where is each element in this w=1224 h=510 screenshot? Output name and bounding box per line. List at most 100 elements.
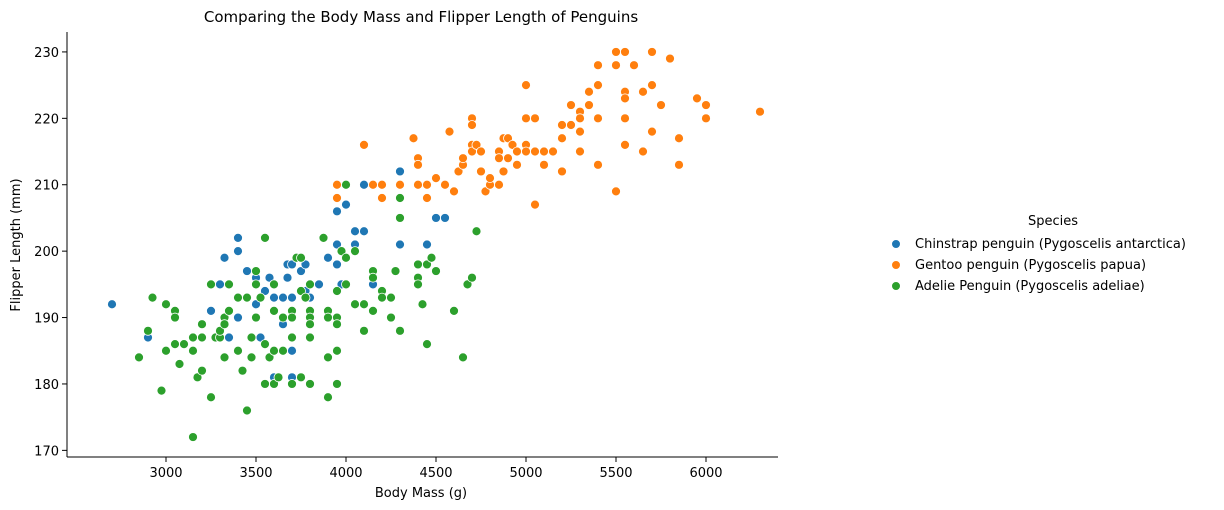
data-point-adelie [156, 385, 167, 396]
y-axis-ticks: 170 180 190 200 210 220 230 [34, 46, 67, 459]
data-point-gentoo [408, 133, 419, 144]
legend-marker-chinstrap [891, 239, 901, 249]
data-point-chinstrap [350, 226, 360, 237]
data-point-gentoo [575, 146, 585, 157]
legend-label-chinstrap: Chinstrap penguin (Pygoscelis antarctica… [915, 236, 1186, 252]
data-point-adelie [269, 279, 279, 290]
y-tick-label: 210 [34, 179, 59, 194]
data-point-adelie [143, 325, 153, 336]
data-point-gentoo [503, 153, 513, 164]
data-point-adelie [251, 312, 261, 323]
data-point-adelie [278, 345, 288, 356]
chart-title: Comparing the Body Mass and Flipper Leng… [204, 8, 638, 26]
data-point-adelie [147, 292, 158, 303]
data-point-chinstrap [359, 179, 369, 190]
data-point-gentoo [593, 113, 603, 124]
data-point-adelie [161, 345, 171, 356]
data-point-gentoo [575, 126, 585, 137]
data-point-chinstrap [395, 239, 405, 250]
x-tick-label: 4500 [419, 466, 452, 481]
data-point-chinstrap [341, 199, 351, 210]
data-point-adelie [206, 279, 216, 290]
x-axis-label: Body Mass (g) [375, 486, 467, 501]
data-point-adelie [269, 345, 279, 356]
data-point-gentoo [530, 146, 540, 157]
data-point-gentoo [422, 193, 432, 203]
data-point-gentoo [557, 166, 567, 177]
data-point-adelie [341, 179, 351, 190]
data-point-adelie [368, 272, 378, 283]
data-point-adelie [359, 299, 369, 310]
data-point-gentoo [467, 120, 477, 130]
data-point-adelie [134, 352, 144, 363]
data-point-adelie [206, 392, 216, 403]
data-point-adelie [237, 365, 248, 376]
x-tick-label: 3000 [149, 466, 182, 481]
data-point-adelie [462, 279, 473, 290]
data-point-adelie [264, 352, 275, 363]
data-point-gentoo [422, 179, 432, 190]
data-point-gentoo [521, 80, 531, 91]
data-point-gentoo [566, 120, 576, 130]
data-point-adelie [273, 372, 284, 383]
data-point-gentoo [332, 193, 342, 203]
legend-title: Species [1027, 214, 1079, 229]
data-point-chinstrap [224, 332, 234, 343]
data-point-chinstrap [269, 292, 279, 303]
data-point-chinstrap [219, 252, 230, 263]
data-point-chinstrap [332, 259, 342, 270]
data-point-chinstrap [296, 266, 306, 276]
data-points [107, 47, 765, 442]
data-point-gentoo [539, 146, 549, 157]
data-point-adelie [467, 272, 477, 283]
data-point-adelie [170, 339, 180, 350]
data-point-adelie [242, 292, 252, 303]
data-point-gentoo [548, 146, 558, 157]
data-point-adelie [233, 345, 243, 356]
data-point-adelie [260, 379, 270, 389]
data-point-adelie [350, 246, 360, 257]
data-point-adelie [323, 352, 333, 363]
data-point-adelie [332, 379, 342, 389]
data-point-chinstrap [251, 299, 261, 310]
data-point-adelie [287, 332, 297, 343]
data-point-adelie [413, 279, 423, 290]
x-tick-label: 5500 [599, 466, 632, 481]
data-point-gentoo [395, 179, 405, 190]
y-tick-label: 180 [34, 378, 59, 393]
data-point-gentoo [674, 133, 684, 144]
data-point-gentoo [620, 47, 630, 57]
data-point-adelie [471, 226, 482, 237]
data-point-adelie [246, 352, 257, 363]
data-point-adelie [188, 332, 198, 343]
data-point-adelie [233, 292, 243, 303]
data-point-gentoo [521, 146, 531, 157]
data-point-adelie [449, 306, 459, 316]
data-point-adelie [246, 332, 257, 343]
data-point-gentoo [566, 100, 576, 110]
data-point-gentoo [620, 139, 630, 150]
data-point-adelie [341, 252, 351, 263]
data-point-adelie [174, 359, 185, 369]
data-point-adelie [458, 352, 468, 363]
x-tick-label: 4000 [329, 466, 362, 481]
data-point-gentoo [656, 100, 666, 110]
data-point-adelie [359, 325, 369, 336]
data-point-gentoo [476, 146, 486, 157]
data-point-gentoo [431, 173, 441, 183]
data-point-gentoo [471, 139, 482, 150]
data-point-gentoo [593, 159, 603, 170]
data-point-adelie [305, 279, 315, 290]
data-point-chinstrap [287, 345, 297, 356]
data-point-chinstrap [233, 312, 243, 323]
data-point-adelie [336, 246, 347, 257]
data-point-gentoo [453, 166, 464, 177]
data-point-gentoo [611, 47, 621, 57]
data-point-gentoo [530, 199, 540, 210]
data-point-chinstrap [215, 279, 225, 290]
data-point-adelie [255, 292, 266, 303]
data-point-gentoo [458, 153, 468, 164]
data-point-gentoo [507, 139, 518, 150]
data-point-gentoo [593, 60, 603, 71]
data-point-gentoo [755, 106, 765, 117]
